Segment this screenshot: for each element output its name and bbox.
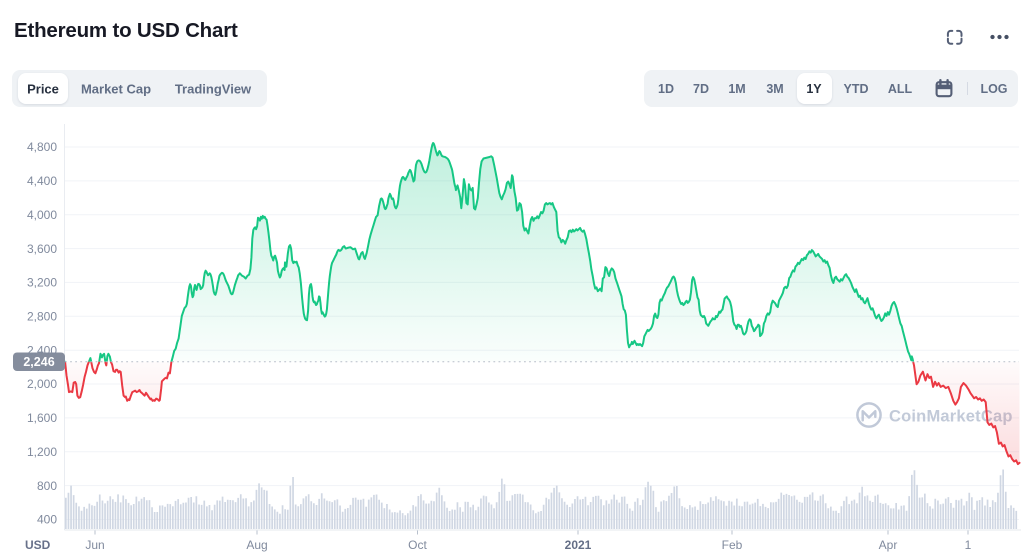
- svg-text:2,400: 2,400: [27, 343, 57, 357]
- svg-text:800: 800: [37, 479, 57, 493]
- svg-text:Aug: Aug: [246, 538, 267, 552]
- svg-text:4,800: 4,800: [27, 140, 57, 154]
- svg-text:2,800: 2,800: [27, 310, 57, 324]
- svg-text:2,246: 2,246: [23, 355, 54, 369]
- svg-text:2021: 2021: [565, 538, 592, 552]
- svg-text:4,400: 4,400: [27, 174, 57, 188]
- svg-text:1: 1: [965, 538, 972, 552]
- svg-text:Oct: Oct: [408, 538, 427, 552]
- svg-text:Apr: Apr: [879, 538, 898, 552]
- svg-text:3,200: 3,200: [27, 276, 57, 290]
- svg-text:4,000: 4,000: [27, 208, 57, 222]
- svg-text:1,200: 1,200: [27, 445, 57, 459]
- svg-text:Feb: Feb: [722, 538, 743, 552]
- svg-text:Jun: Jun: [85, 538, 104, 552]
- svg-text:CoinMarketCap: CoinMarketCap: [889, 408, 1013, 426]
- svg-text:400: 400: [37, 513, 57, 527]
- svg-text:1,600: 1,600: [27, 411, 57, 425]
- svg-text:2,000: 2,000: [27, 377, 57, 391]
- svg-text:USD: USD: [25, 538, 51, 552]
- svg-text:3,600: 3,600: [27, 242, 57, 256]
